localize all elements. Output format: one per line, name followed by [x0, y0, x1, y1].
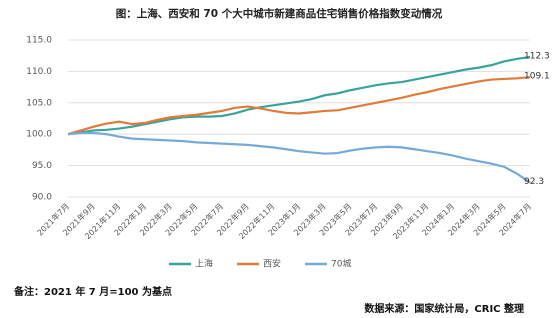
- end-label: 112.3: [524, 51, 550, 61]
- y-tick-label: 90.0: [32, 193, 52, 203]
- legend-label: 70城: [331, 259, 351, 270]
- y-tick-label: 115.0: [26, 36, 52, 46]
- series-line: [67, 75, 531, 136]
- y-tick-label: 95.0: [32, 161, 52, 171]
- legend-label: 上海: [195, 258, 213, 270]
- legend-label: 西安: [263, 258, 281, 270]
- note: 备注：2021 年 7 月=100 为基点: [13, 285, 172, 298]
- series-line: [67, 55, 531, 136]
- y-tick-label: 105.0: [26, 98, 52, 108]
- source: 数据来源：国家统计局，CRIC 整理: [364, 302, 524, 315]
- series-line: [67, 131, 531, 184]
- end-label: 92.3: [524, 177, 544, 187]
- chart-title: 图：上海、西安和 70 个大中城市新建商品住宅销售价格指数变动情况: [116, 7, 443, 20]
- y-tick-label: 110.0: [26, 67, 52, 77]
- end-label: 109.1: [524, 72, 550, 82]
- y-tick-label: 100.0: [26, 130, 52, 140]
